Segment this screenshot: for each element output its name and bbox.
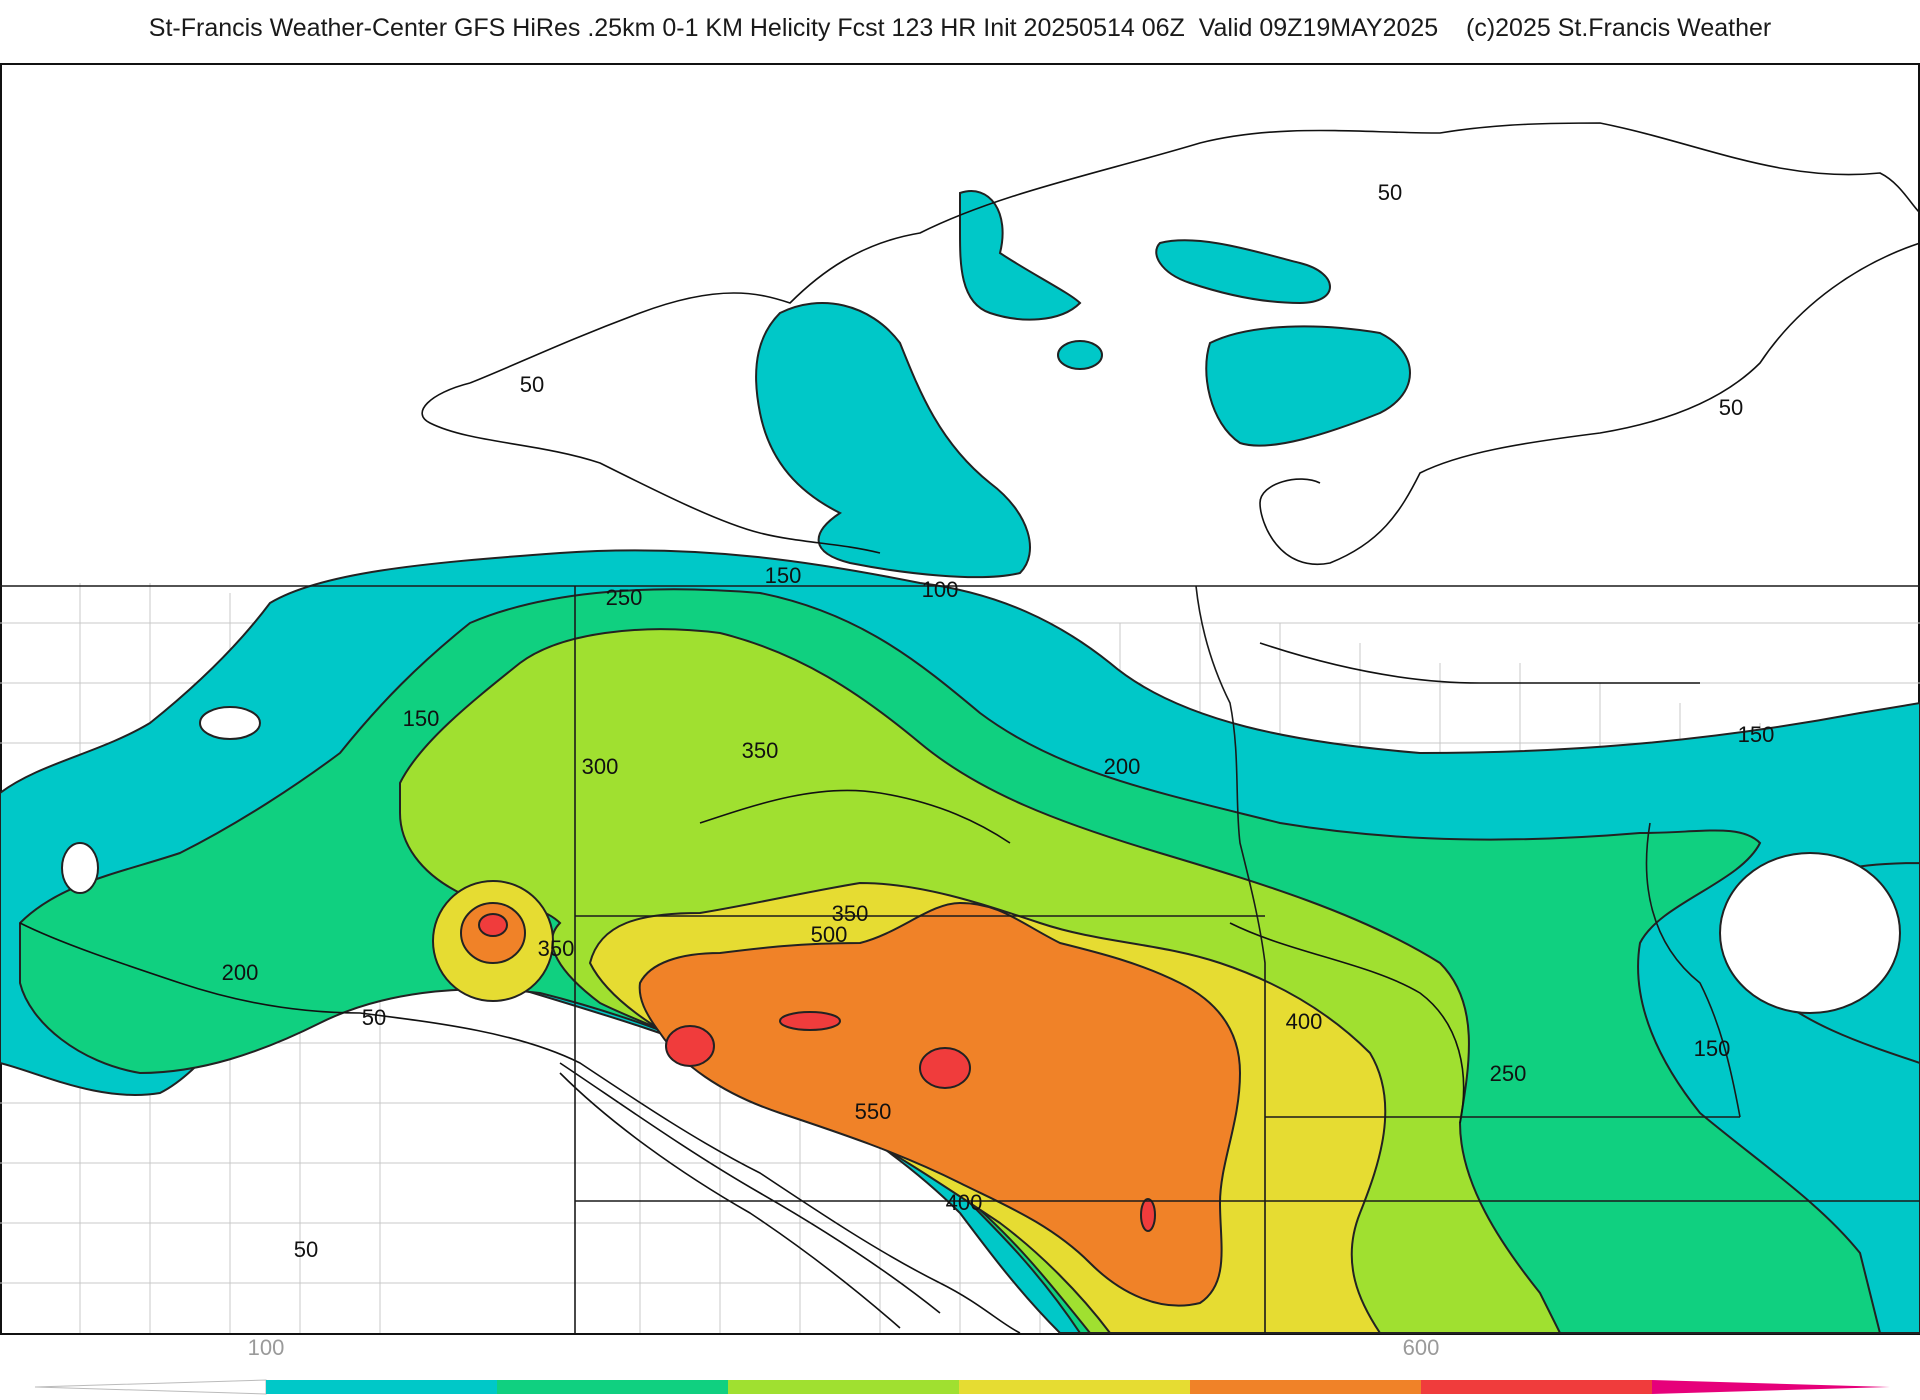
- colorbar-bin: [728, 1380, 959, 1394]
- contour-label: 400: [1286, 1009, 1323, 1034]
- contour-label: 150: [1694, 1036, 1731, 1061]
- shaded-field: [0, 190, 1920, 1334]
- colorbar-bin: [497, 1380, 728, 1394]
- contour-label: 50: [1719, 395, 1743, 420]
- colorbar-bin: [959, 1380, 1190, 1394]
- copyright-text: (c)2025 St.Francis Weather: [1466, 14, 1772, 42]
- colorbar-bin: [1190, 1380, 1421, 1394]
- contour-label: 50: [1378, 180, 1402, 205]
- colorbar: 100 600: [34, 1335, 1890, 1395]
- contour-labels: 50 50 50 50 50 100 150 150 150 150 200 2…: [222, 180, 1775, 1262]
- title-text: St-Francis Weather-Center GFS HiRes .25k…: [148, 14, 1439, 42]
- contour-label: 550: [855, 1099, 892, 1124]
- contour-label: 350: [832, 901, 869, 926]
- contour-lines: [19, 122, 1920, 1334]
- helicity-map: 50 50 50 50 50 100 150 150 150 150 200 2…: [0, 63, 1920, 1335]
- contour-label: 500: [811, 922, 848, 947]
- colorbar-bin: [266, 1380, 497, 1394]
- map-title: St-Francis Weather-Center GFS HiRes .25k…: [0, 14, 1920, 43]
- colorbar-left-arrow: [34, 1379, 267, 1395]
- contour-label: 300: [582, 754, 619, 779]
- contour-label: 150: [1738, 722, 1775, 747]
- contour-label: 200: [222, 960, 259, 985]
- contour-label: 350: [538, 936, 575, 961]
- colorbar-bin: [1421, 1380, 1652, 1394]
- contour-label: 400: [946, 1190, 983, 1215]
- contour-label: 100: [922, 577, 959, 602]
- contour-label: 200: [1104, 754, 1141, 779]
- contour-label: 150: [403, 706, 440, 731]
- contour-label: 250: [606, 585, 643, 610]
- colorbar-tick-label: 100: [248, 1335, 285, 1360]
- colorbar-right-arrow: [1652, 1380, 1890, 1394]
- contour-label: 50: [362, 1005, 386, 1030]
- state-borders: [0, 585, 1920, 1333]
- contour-label: 50: [294, 1237, 318, 1262]
- colorbar-bins: [266, 1380, 1652, 1394]
- contour-label: 250: [1490, 1061, 1527, 1086]
- contour-label: 50: [520, 372, 544, 397]
- contour-label: 350: [742, 738, 779, 763]
- colorbar-tick-label: 600: [1403, 1335, 1440, 1360]
- contour-label: 150: [765, 563, 802, 588]
